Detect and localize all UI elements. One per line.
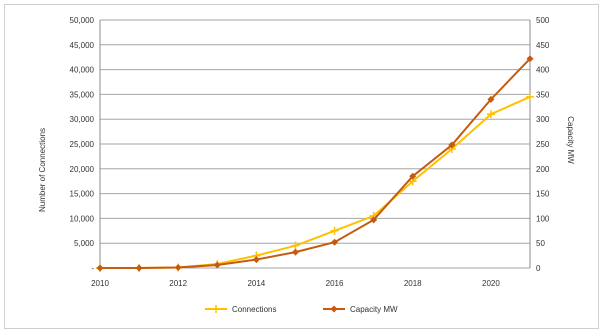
data-point-diamond bbox=[330, 305, 338, 313]
series-line bbox=[100, 57, 531, 269]
data-point-diamond bbox=[174, 264, 182, 272]
x-tick-label: 2012 bbox=[169, 279, 187, 288]
y-left-tick-label: 40,000 bbox=[70, 66, 95, 75]
x-tick-label: 2018 bbox=[404, 279, 422, 288]
left-axis-ticks: - 5,000 10,000 15,000 20,000 25,000 30,000 35,0… bbox=[70, 16, 95, 273]
y-left-tick-label: 50,000 bbox=[70, 16, 95, 25]
data-point-diamond bbox=[409, 172, 417, 180]
y-right-tick-label: 200 bbox=[536, 165, 550, 174]
series-capacity-mw bbox=[96, 55, 534, 272]
x-tick-label: 2010 bbox=[91, 279, 109, 288]
grid-lines bbox=[99, 19, 531, 269]
right-axis-ticks: 0 50 100 150 200 250 300 350 400 450 500 bbox=[536, 16, 550, 273]
y-right-tick-label: 300 bbox=[536, 115, 550, 124]
y-left-tick-label: 35,000 bbox=[70, 90, 95, 99]
data-point-diamond bbox=[213, 261, 221, 269]
legend: Connections Capacity MW bbox=[205, 305, 398, 314]
legend-item: Capacity MW bbox=[323, 305, 398, 314]
data-point-diamond bbox=[291, 248, 299, 256]
data-point-diamond bbox=[526, 55, 534, 63]
data-point-cross bbox=[212, 305, 220, 313]
y-left-tick-label: 5,000 bbox=[74, 239, 95, 248]
y-right-tick-label: 250 bbox=[536, 140, 550, 149]
series-line bbox=[100, 95, 531, 269]
y-axis-right-label: Capacity MW bbox=[566, 116, 575, 164]
data-point-diamond bbox=[135, 264, 143, 272]
y-right-tick-label: 500 bbox=[536, 16, 550, 25]
data-point-cross bbox=[291, 241, 300, 250]
data-point-cross bbox=[486, 110, 495, 119]
y-right-tick-label: 100 bbox=[536, 214, 550, 223]
data-point-cross bbox=[330, 226, 339, 235]
legend-item: Connections bbox=[205, 305, 276, 314]
x-tick-label: 2016 bbox=[326, 279, 344, 288]
y-left-tick-label: 25,000 bbox=[70, 140, 95, 149]
y-right-tick-label: 450 bbox=[536, 41, 550, 50]
y-left-tick-label: 15,000 bbox=[70, 190, 95, 199]
y-right-tick-label: 400 bbox=[536, 66, 550, 75]
y-right-tick-label: 50 bbox=[536, 239, 545, 248]
series-lines bbox=[96, 55, 534, 272]
y-right-tick-label: 0 bbox=[536, 264, 541, 273]
y-right-tick-label: 150 bbox=[536, 190, 550, 199]
data-point-diamond bbox=[487, 95, 495, 103]
x-axis-ticks: 2010 2012 2014 2016 2018 2020 bbox=[91, 279, 500, 288]
x-tick-label: 2014 bbox=[247, 279, 265, 288]
data-point-cross bbox=[526, 92, 534, 101]
y-left-tick-label: 45,000 bbox=[70, 41, 95, 50]
legend-label: Capacity MW bbox=[350, 305, 398, 314]
y-left-tick-label: 20,000 bbox=[70, 165, 95, 174]
y-left-tick-label: 30,000 bbox=[70, 115, 95, 124]
y-right-tick-label: 350 bbox=[536, 90, 550, 99]
x-tick-label: 2020 bbox=[482, 279, 500, 288]
data-point-diamond bbox=[448, 141, 456, 149]
data-point-diamond bbox=[252, 256, 260, 264]
data-point-diamond bbox=[331, 238, 339, 246]
chart-frame bbox=[4, 4, 599, 329]
y-axis-left-label: Number of Connections bbox=[38, 128, 47, 212]
legend-label: Connections bbox=[232, 305, 276, 314]
data-point-diamond bbox=[370, 216, 378, 224]
series-connections bbox=[96, 92, 534, 272]
y-left-tick-label: 10,000 bbox=[70, 214, 95, 223]
y-left-tick-label: - bbox=[91, 264, 94, 273]
data-point-diamond bbox=[96, 264, 104, 272]
